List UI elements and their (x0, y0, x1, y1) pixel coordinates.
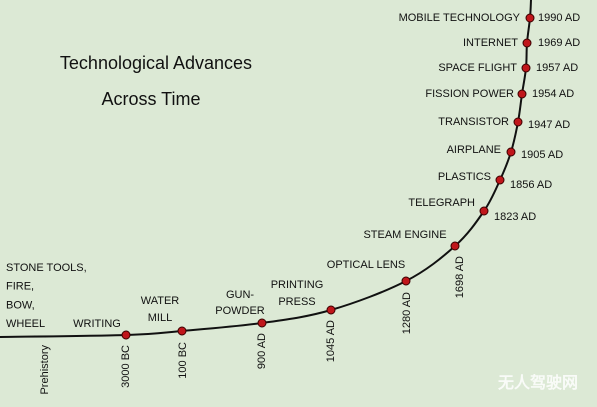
event-dot (401, 276, 411, 286)
event-date: 1045 AD (325, 320, 337, 362)
event-dot (522, 38, 532, 48)
event-label: AIRPLANE (447, 144, 501, 156)
event-date: 1280 AD (401, 292, 413, 334)
event-dot (450, 241, 460, 251)
event-label: PLASTICS (438, 171, 491, 183)
event-label: STONE TOOLS, (6, 262, 87, 274)
event-label: POWDER (215, 305, 265, 317)
event-dot (479, 206, 489, 216)
event-date: Prehistory (39, 345, 51, 395)
event-date: 3000 BC (120, 345, 132, 388)
event-label: FIRE, (6, 281, 34, 293)
event-dot (513, 117, 523, 127)
event-label: BOW, (6, 299, 35, 311)
event-label: TRANSISTOR (438, 116, 509, 128)
event-label: STEAM ENGINE (363, 229, 446, 241)
event-dot (525, 13, 535, 23)
event-dot (257, 318, 267, 328)
event-dot (521, 63, 531, 73)
event-date: 1905 AD (521, 149, 563, 161)
event-dot (517, 89, 527, 99)
event-label: WRITING (73, 318, 121, 330)
event-date: 1957 AD (536, 62, 578, 74)
event-label: GUN- (226, 289, 254, 301)
event-date: 1947 AD (528, 119, 570, 131)
title-line: Technological Advances (60, 53, 252, 73)
event-dot (177, 326, 187, 336)
event-date: 1856 AD (510, 179, 552, 191)
event-date: 100 BC (177, 342, 189, 379)
event-label: MOBILE TECHNOLOGY (399, 12, 521, 24)
event-label: INTERNET (463, 37, 518, 49)
event-label: FISSION POWER (425, 88, 514, 100)
event-date: 900 AD (256, 333, 268, 369)
event-label: OPTICAL LENS (327, 259, 405, 271)
event-date: 1823 AD (494, 211, 536, 223)
event-date: 1990 AD (538, 12, 580, 24)
event-label: WHEEL (6, 318, 45, 330)
event-dot (495, 175, 505, 185)
event-label: SPACE FLIGHT (438, 62, 517, 74)
event-label: PRINTING (271, 279, 324, 291)
event-date: 1698 AD (454, 256, 466, 298)
event-date: 1954 AD (532, 88, 574, 100)
event-dot (326, 305, 336, 315)
event-date: 1969 AD (538, 37, 580, 49)
event-label: MILL (148, 312, 172, 324)
title-line: Across Time (101, 89, 200, 109)
event-label: WATER (141, 295, 180, 307)
watermark: 无人驾驶网 (497, 373, 578, 392)
event-dot (506, 147, 516, 157)
event-dot (121, 330, 131, 340)
event-label: PRESS (278, 296, 315, 308)
event-label: TELEGRAPH (408, 197, 475, 209)
